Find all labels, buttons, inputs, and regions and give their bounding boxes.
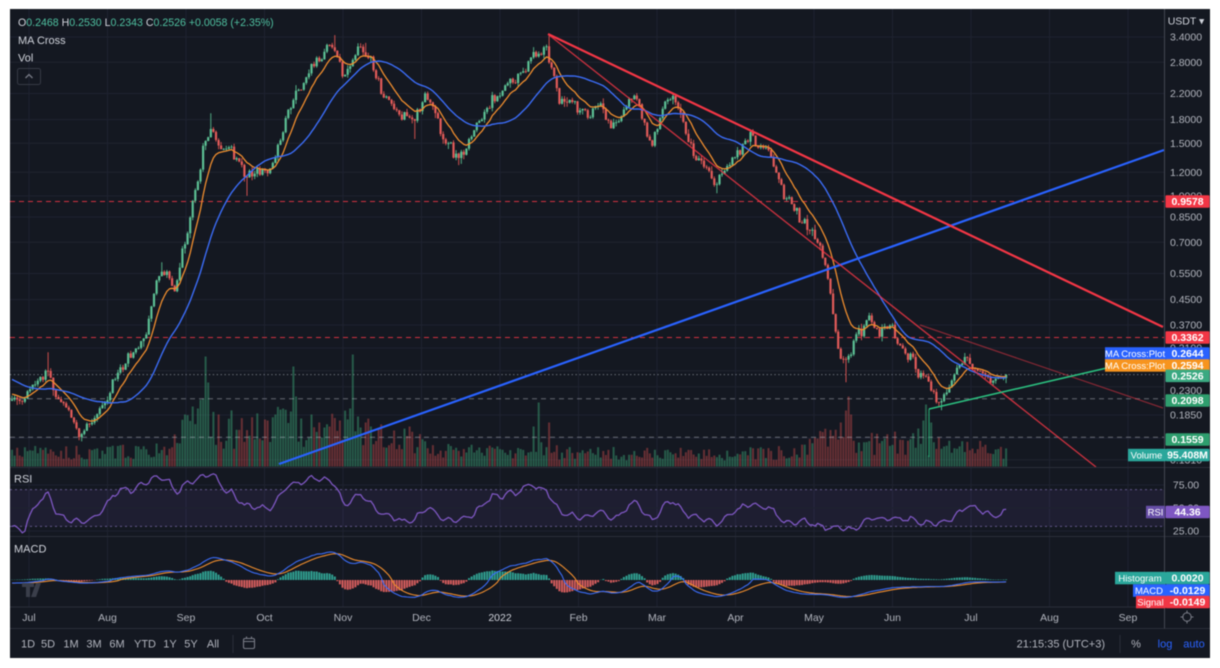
svg-text:Signal: Signal xyxy=(1137,598,1163,609)
svg-text:1.8000: 1.8000 xyxy=(1170,114,1202,126)
svg-text:MA Cross:Plot: MA Cross:Plot xyxy=(1105,349,1166,360)
svg-text:5D: 5D xyxy=(41,639,55,651)
svg-text:Sep: Sep xyxy=(1119,612,1138,624)
svg-text:Aug: Aug xyxy=(98,612,117,624)
svg-text:RSI: RSI xyxy=(14,474,32,486)
svg-text:MACD: MACD xyxy=(1135,586,1163,597)
svg-text:2.2000: 2.2000 xyxy=(1170,88,1202,100)
svg-text:Histogram: Histogram xyxy=(1118,574,1161,585)
svg-text:MA Cross:Plot: MA Cross:Plot xyxy=(1105,361,1166,372)
svg-text:1D: 1D xyxy=(21,639,35,651)
svg-text:1.5000: 1.5000 xyxy=(1170,138,1202,150)
svg-text:MA Cross: MA Cross xyxy=(18,35,66,47)
svg-text:25.00: 25.00 xyxy=(1173,526,1199,538)
svg-text:0.2526: 0.2526 xyxy=(1171,371,1203,383)
svg-text:0.1559: 0.1559 xyxy=(1171,434,1203,446)
svg-text:6M: 6M xyxy=(109,639,124,651)
svg-text:Sep: Sep xyxy=(177,612,196,624)
svg-text:0.9578: 0.9578 xyxy=(1171,196,1203,208)
svg-text:3M: 3M xyxy=(86,639,101,651)
svg-text:0.7000: 0.7000 xyxy=(1170,237,1202,249)
svg-text:Vol: Vol xyxy=(18,53,33,65)
svg-text:RSI: RSI xyxy=(1148,508,1164,519)
svg-text:O0.2468 H0.2530 L0.2343 C0.252: O0.2468 H0.2530 L0.2343 C0.2526 +0.0058 … xyxy=(18,17,274,29)
svg-text:Jun: Jun xyxy=(884,612,901,624)
svg-text:Aug: Aug xyxy=(1040,612,1059,624)
svg-text:log: log xyxy=(1158,639,1173,651)
svg-text:YTD: YTD xyxy=(134,639,156,651)
svg-text:MACD: MACD xyxy=(14,544,46,556)
svg-text:0.4500: 0.4500 xyxy=(1170,294,1202,306)
svg-text:0.3362: 0.3362 xyxy=(1171,332,1203,344)
svg-text:Mar: Mar xyxy=(648,612,667,624)
svg-text:5Y: 5Y xyxy=(184,639,198,651)
svg-text:All: All xyxy=(207,639,219,651)
svg-text:USDT ▾: USDT ▾ xyxy=(1168,16,1205,28)
svg-text:Jul: Jul xyxy=(964,612,977,624)
svg-text:21:15:35 (UTC+3): 21:15:35 (UTC+3) xyxy=(1017,639,1105,651)
svg-text:May: May xyxy=(804,612,825,624)
svg-text:1M: 1M xyxy=(63,639,78,651)
svg-text:Nov: Nov xyxy=(334,612,353,624)
svg-text:0.2098: 0.2098 xyxy=(1171,395,1203,407)
svg-text:2022: 2022 xyxy=(488,612,512,624)
svg-text:1Y: 1Y xyxy=(163,639,177,651)
svg-text:1.2000: 1.2000 xyxy=(1170,167,1202,179)
svg-text:-0.0149: -0.0149 xyxy=(1170,597,1206,609)
svg-text:-0.0129: -0.0129 xyxy=(1170,585,1206,597)
svg-text:Feb: Feb xyxy=(569,612,587,624)
svg-text:Dec: Dec xyxy=(412,612,431,624)
svg-text:75.00: 75.00 xyxy=(1173,480,1199,492)
svg-text:0.2594: 0.2594 xyxy=(1171,360,1203,372)
svg-text:0.0020: 0.0020 xyxy=(1171,573,1203,585)
svg-text:0.1850: 0.1850 xyxy=(1170,410,1202,422)
svg-text:Volume: Volume xyxy=(1131,451,1163,462)
svg-text:0.8500: 0.8500 xyxy=(1170,212,1202,224)
svg-text:0.5500: 0.5500 xyxy=(1170,268,1202,280)
svg-text:3.4000: 3.4000 xyxy=(1170,32,1202,44)
svg-text:Oct: Oct xyxy=(256,612,272,624)
svg-text:Jul: Jul xyxy=(22,612,35,624)
svg-text:0.2300: 0.2300 xyxy=(1170,385,1202,397)
svg-text:auto: auto xyxy=(1183,639,1204,651)
svg-text:44.36: 44.36 xyxy=(1174,507,1200,519)
svg-text:95.408M: 95.408M xyxy=(1167,450,1208,462)
svg-text:%: % xyxy=(1131,639,1141,651)
svg-text:Apr: Apr xyxy=(727,612,744,624)
svg-text:0.2644: 0.2644 xyxy=(1171,348,1203,360)
svg-text:2.8000: 2.8000 xyxy=(1170,57,1202,69)
svg-text:0.3700: 0.3700 xyxy=(1170,320,1202,332)
